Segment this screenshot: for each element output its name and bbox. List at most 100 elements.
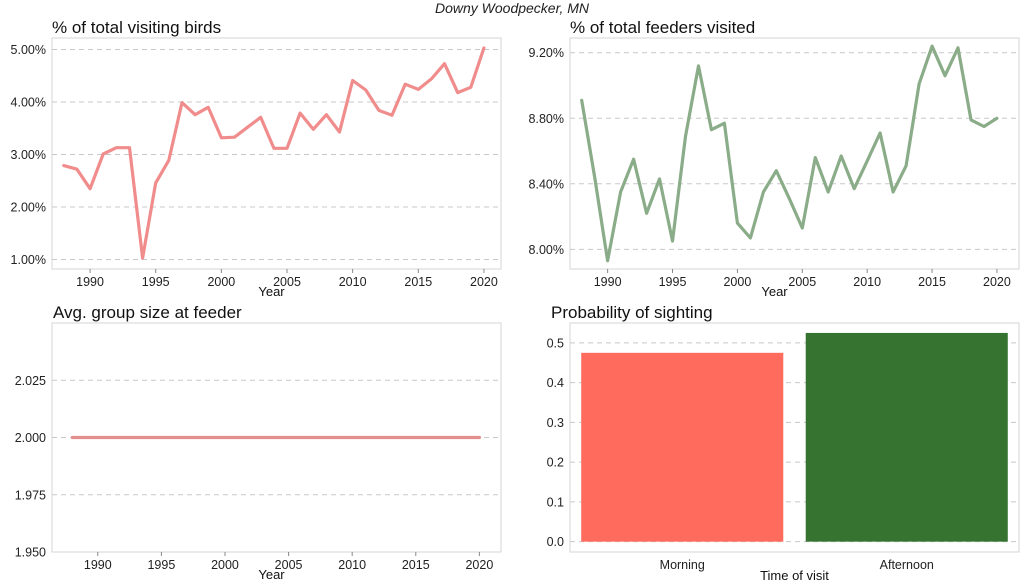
data-point: [285, 147, 289, 150]
series-line: [62, 46, 486, 260]
data-point: [141, 256, 144, 260]
data-point: [220, 136, 223, 139]
panel-title: % of total feeders visited: [570, 18, 755, 37]
x-tick-label: 2015: [404, 275, 432, 289]
y-tick-label: 1.950: [15, 546, 46, 560]
x-tick-label: 2015: [402, 558, 430, 572]
data-point: [827, 190, 830, 194]
data-point: [351, 79, 354, 82]
panel-title: Probability of sighting: [551, 303, 713, 322]
x-tick-label: 2015: [918, 275, 946, 289]
data-point: [775, 169, 778, 172]
data-point: [403, 83, 407, 86]
x-tick-label: 1990: [76, 275, 104, 289]
y-tick-label: 2.00%: [11, 201, 46, 215]
x-axis-label: Time of visit: [760, 568, 829, 583]
x-tick-label: 1995: [147, 558, 175, 572]
data-point: [995, 117, 999, 120]
data-point: [364, 88, 367, 92]
x-tick-label: Morning: [660, 558, 705, 572]
x-tick-label: 2020: [465, 558, 493, 572]
y-tick-label: 4.00%: [11, 96, 46, 110]
data-point: [233, 136, 236, 139]
data-point: [312, 128, 315, 131]
x-tick-label: 1995: [659, 275, 687, 289]
plot-frame: [51, 322, 502, 553]
x-axis-label: Year: [258, 284, 285, 299]
x-tick-label: 2005: [788, 275, 816, 289]
data-point: [762, 190, 765, 194]
data-point: [469, 86, 473, 89]
data-point: [377, 109, 381, 112]
data-point: [417, 88, 420, 91]
bar-afternoon: [805, 332, 1008, 542]
y-tick-label: 1.975: [15, 488, 46, 502]
data-point: [430, 77, 433, 81]
data-point: [645, 212, 648, 215]
y-tick-label: 8.00%: [529, 243, 564, 257]
data-point: [749, 236, 752, 240]
x-tick-label: 2000: [723, 275, 751, 289]
data-point: [930, 44, 934, 48]
data-point: [456, 91, 459, 94]
data-point: [904, 164, 908, 167]
data-point: [956, 46, 960, 50]
data-point: [390, 113, 394, 117]
x-axis-label: Year: [761, 284, 788, 299]
data-point: [193, 113, 197, 116]
data-point: [75, 168, 79, 171]
panel-title: % of total visiting birds: [52, 18, 221, 37]
data-point: [325, 113, 328, 116]
y-tick-label: 5.00%: [11, 43, 46, 57]
data-point: [840, 154, 843, 158]
data-point: [606, 259, 609, 263]
y-tick-label: 1.00%: [11, 253, 46, 267]
data-point: [671, 239, 674, 243]
data-point: [207, 106, 210, 109]
data-point: [154, 181, 157, 185]
x-axis-label: Year: [258, 567, 285, 582]
bar-morning: [581, 352, 784, 542]
data-point: [865, 159, 869, 163]
data-point: [969, 118, 973, 122]
data-point: [259, 116, 262, 119]
data-point: [167, 159, 171, 162]
y-tick-label: 0.0: [547, 535, 564, 549]
data-point: [482, 46, 486, 50]
x-tick-label: 2000: [207, 275, 235, 289]
data-point: [943, 74, 947, 77]
chart-panel-2: % of total feeders visited 8.00% 8.40% 8.80…: [529, 18, 1020, 299]
data-point: [891, 190, 895, 194]
data-point: [180, 101, 184, 104]
data-point: [102, 152, 105, 156]
data-point: [697, 64, 700, 68]
data-point: [684, 135, 687, 138]
y-tick-label: 0.1: [547, 495, 564, 509]
y-tick-label: 0.4: [547, 376, 564, 390]
plot-frame: [569, 322, 1020, 553]
x-tick-label: Afternoon: [880, 558, 934, 572]
data-point: [298, 111, 302, 115]
data-point: [723, 121, 726, 125]
data-point: [443, 62, 446, 65]
data-point: [246, 126, 249, 129]
y-tick-label: 0.2: [547, 456, 564, 470]
x-tick-label: 2010: [339, 275, 367, 289]
x-tick-label: 2005: [273, 275, 301, 289]
data-point: [878, 131, 882, 135]
data-point: [814, 156, 817, 159]
y-tick-label: 0.5: [547, 336, 564, 350]
data-point: [788, 197, 791, 200]
x-tick-label: 2010: [853, 275, 881, 289]
plot-frame: [569, 37, 1020, 270]
chart-panel-1: % of total visiting birds 1.00% 2.00% 3.00%…: [11, 18, 502, 299]
x-tick-label: 2020: [983, 275, 1011, 289]
x-tick-label: 2010: [338, 558, 366, 572]
x-tick-label: 1990: [594, 275, 622, 289]
data-point: [982, 125, 986, 128]
x-tick-label: 2005: [275, 558, 303, 572]
data-point: [736, 221, 739, 225]
x-tick-label: 2000: [211, 558, 239, 572]
data-point: [619, 190, 622, 194]
x-tick-label: 2020: [470, 275, 498, 289]
